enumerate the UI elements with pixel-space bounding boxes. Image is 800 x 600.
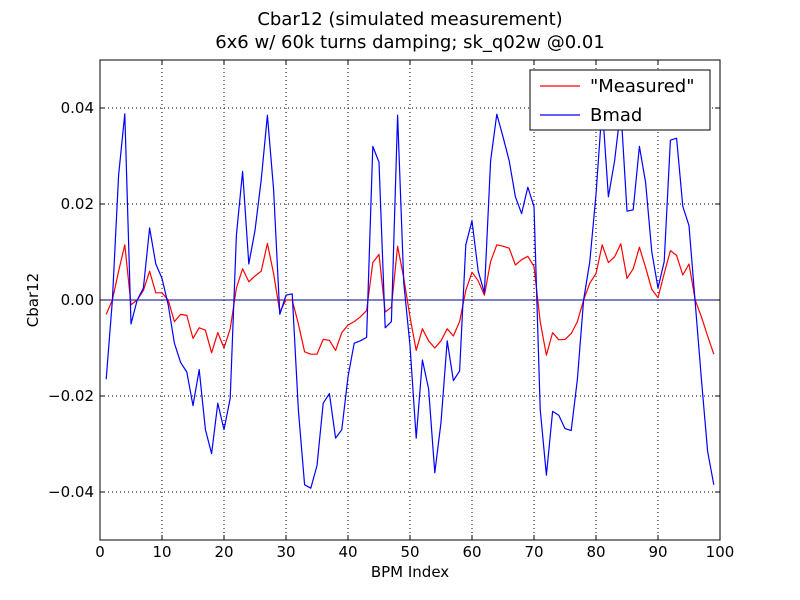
x-tick-label: 90 xyxy=(648,543,667,561)
x-tick-label: 50 xyxy=(400,543,419,561)
series-line-bmad xyxy=(105,104,715,489)
ticks xyxy=(99,60,721,540)
legend-label-measured: "Measured" xyxy=(590,76,694,97)
legend-box xyxy=(529,69,711,131)
x-tick-label: 100 xyxy=(706,543,735,561)
x-tick-label: 10 xyxy=(152,543,171,561)
x-tick-label: 0 xyxy=(95,543,105,561)
series-line-measured xyxy=(105,242,715,356)
chart-title: Cbar12 (simulated measurement) xyxy=(257,9,562,30)
x-axis-label: BPM Index xyxy=(371,563,449,581)
legend-label-bmad: Bmad xyxy=(590,105,642,126)
x-tick-label: 60 xyxy=(462,543,481,561)
y-tick-label: 0.00 xyxy=(61,291,94,309)
y-tick-label: −0.04 xyxy=(48,483,94,501)
legend: "Measured" Bmad xyxy=(529,69,711,131)
chart-subtitle: 6x6 w/ 60k turns damping; sk_q02w @0.01 xyxy=(215,32,605,53)
y-tick-label: 0.04 xyxy=(61,99,94,117)
plot-series xyxy=(105,104,715,489)
x-tick-label: 70 xyxy=(524,543,543,561)
x-tick-label: 30 xyxy=(276,543,295,561)
x-tick-label: 40 xyxy=(338,543,357,561)
x-tick-label: 80 xyxy=(586,543,605,561)
y-tick-labels: −0.04 −0.02 0.00 0.02 0.04 xyxy=(48,99,94,501)
x-tick-labels: 0 10 20 30 40 50 60 70 80 90 100 xyxy=(95,543,734,561)
y-axis-label: Cbar12 xyxy=(24,273,42,327)
y-tick-label: 0.02 xyxy=(61,195,94,213)
y-tick-label: −0.02 xyxy=(48,387,94,405)
x-tick-label: 20 xyxy=(214,543,233,561)
